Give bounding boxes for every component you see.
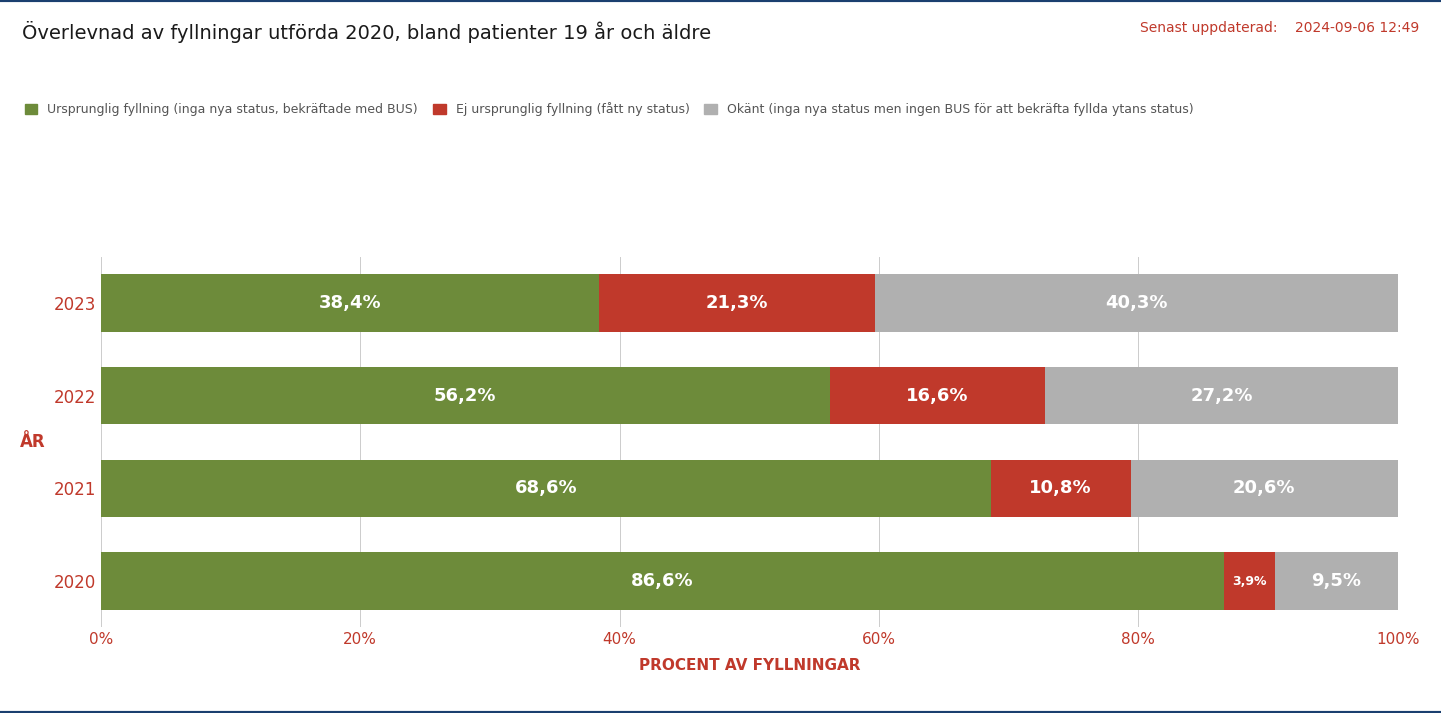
Text: 3,9%: 3,9% [1232, 575, 1267, 588]
Text: 21,3%: 21,3% [706, 294, 768, 312]
Text: 20,6%: 20,6% [1233, 479, 1295, 498]
Bar [1223, 553, 1275, 610]
Bar [990, 460, 1131, 517]
Bar [1131, 460, 1398, 517]
X-axis label: PROCENT AV FYLLNINGAR: PROCENT AV FYLLNINGAR [638, 658, 860, 673]
Bar [101, 275, 599, 332]
Text: 10,8%: 10,8% [1029, 479, 1092, 498]
Legend: Ursprunglig fyllning (inga nya status, bekräftade med BUS), Ej ursprunglig fylln: Ursprunglig fyllning (inga nya status, b… [24, 103, 1193, 116]
Text: 68,6%: 68,6% [514, 479, 576, 498]
Bar [1274, 553, 1398, 610]
Y-axis label: ÅR: ÅR [20, 433, 46, 451]
Text: Överlevnad av fyllningar utförda 2020, bland patienter 19 år och äldre: Överlevnad av fyllningar utförda 2020, b… [22, 21, 710, 43]
Bar [830, 367, 1045, 424]
Text: 38,4%: 38,4% [318, 294, 382, 312]
Bar [101, 553, 1223, 610]
Bar [1045, 367, 1398, 424]
Text: 56,2%: 56,2% [434, 386, 497, 405]
Text: Senast uppdaterad:    2024-09-06 12:49: Senast uppdaterad: 2024-09-06 12:49 [1140, 21, 1419, 36]
Text: 27,2%: 27,2% [1190, 386, 1252, 405]
Bar [875, 275, 1398, 332]
Bar [101, 367, 830, 424]
Bar [101, 460, 990, 517]
Text: 16,6%: 16,6% [906, 386, 968, 405]
Text: 9,5%: 9,5% [1311, 572, 1362, 590]
Text: 86,6%: 86,6% [631, 572, 693, 590]
Bar [599, 275, 875, 332]
Text: 40,3%: 40,3% [1105, 294, 1167, 312]
